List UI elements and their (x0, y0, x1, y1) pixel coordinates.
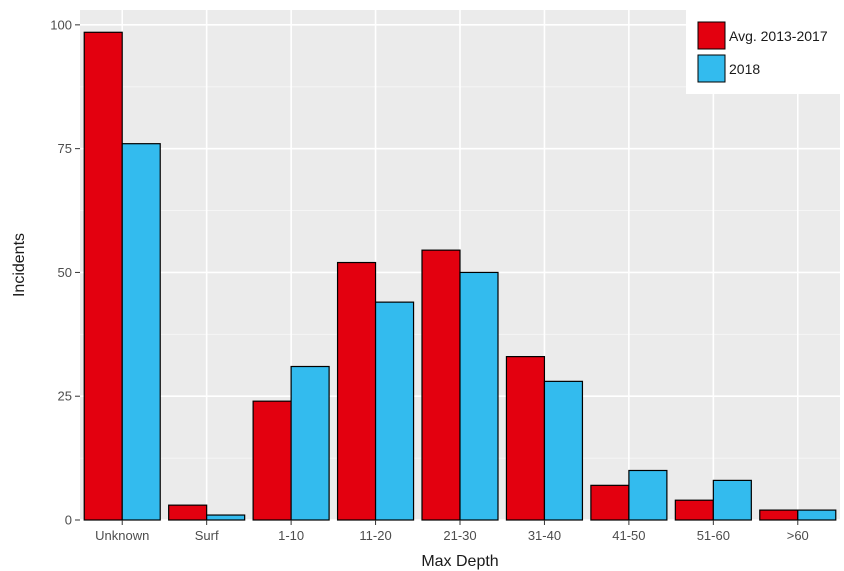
x-tick-label: 11-20 (359, 528, 391, 543)
legend-label-2018: 2018 (729, 61, 760, 77)
bar-2018-1 (206, 514, 246, 521)
bar-2018-4 (459, 271, 499, 521)
y-tick-label: 0 (65, 513, 72, 528)
y-tick-label: 25 (58, 389, 72, 404)
bar-avg-2013-2017-2 (252, 400, 292, 521)
legend-key-2018 (697, 54, 726, 83)
y-tick-label: 75 (58, 141, 72, 156)
bar-2018-7 (712, 479, 752, 521)
x-tick-label: 21-30 (443, 528, 476, 543)
bar-avg-2013-2017-6 (590, 484, 630, 521)
bar-2018-3 (374, 301, 415, 521)
x-tick-label: Surf (195, 528, 219, 543)
bars (83, 31, 837, 521)
bar-avg-2013-2017-3 (336, 261, 377, 521)
bar-2018-6 (628, 469, 668, 521)
legend-label-avg-2013-2017: Avg. 2013-2017 (729, 28, 828, 44)
bar-avg-2013-2017-4 (421, 249, 461, 521)
bar-avg-2013-2017-5 (505, 356, 546, 521)
y-axis-ticks: 0 25 50 75 100 (50, 17, 80, 528)
x-tick-label: 1-10 (278, 528, 304, 543)
bar-avg-2013-2017-8 (759, 509, 799, 521)
x-axis-ticks: Unknown Surf 1-10 11-20 21-30 31-40 41-50 51-60… (95, 520, 809, 543)
y-tick-label: 100 (50, 17, 72, 32)
x-tick-label: 31-40 (528, 528, 561, 543)
y-axis-title: Incidents (11, 233, 28, 297)
y-tick-label: 50 (58, 265, 72, 280)
legend: Avg. 2013-2017 2018 (686, 10, 840, 94)
bar-avg-2013-2017-0 (83, 31, 123, 521)
x-tick-label: >60 (787, 528, 809, 543)
legend-key-avg-2013-2017 (697, 21, 726, 50)
bar-2018-5 (543, 380, 584, 521)
bar-2018-0 (121, 143, 161, 521)
bar-avg-2013-2017-7 (674, 499, 714, 521)
x-tick-label: Unknown (95, 528, 149, 543)
x-tick-label: 41-50 (612, 528, 645, 543)
x-tick-label: 51-60 (697, 528, 730, 543)
x-axis-title: Max Depth (421, 553, 498, 570)
bar-2018-8 (797, 509, 837, 521)
bar-2018-2 (290, 365, 330, 521)
bar-avg-2013-2017-1 (168, 504, 208, 521)
